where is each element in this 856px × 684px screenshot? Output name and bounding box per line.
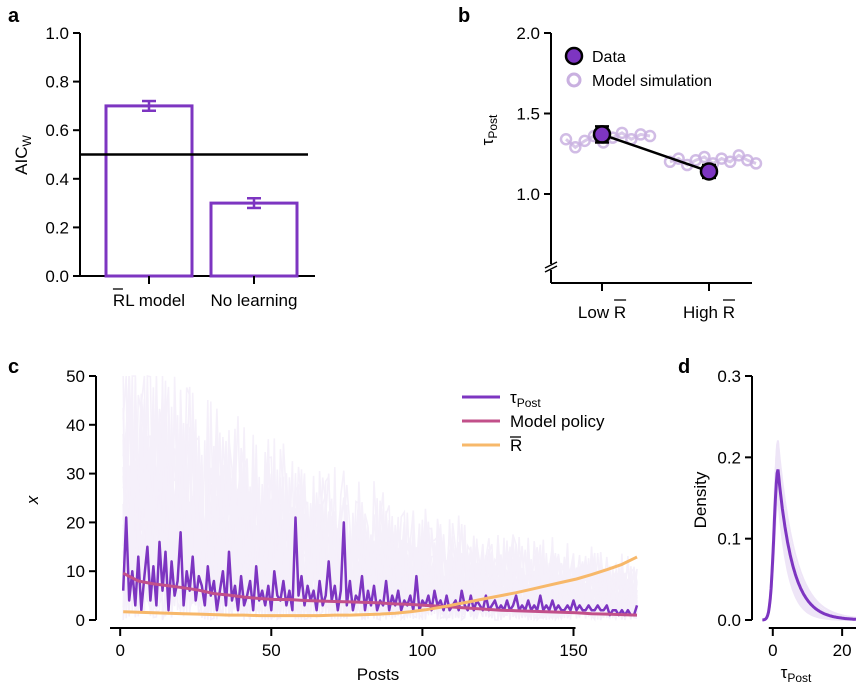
ensemble-line (122, 392, 638, 622)
ensemble-line (122, 375, 638, 620)
y-tick-label: 0.1 (717, 530, 741, 549)
y-tick-label: 0.0 (45, 267, 69, 286)
legend-marker-data (564, 46, 584, 66)
x-axis-label-main: τ (781, 663, 788, 682)
simulation-point (749, 157, 763, 170)
panel-d: d 0.0 0.1 0.2 0.3 0 20 τPost Density (678, 356, 856, 684)
panel-c: c 0 10 20 30 40 50 0 50 100 150 Posts x τPost Model p… (8, 356, 639, 684)
y-axis-label-main: τ (478, 138, 497, 145)
axis-break (544, 261, 558, 273)
density-ensemble-line (762, 496, 856, 621)
panel-c-letter: c (8, 356, 19, 378)
y-axis-label: AICW (12, 134, 34, 174)
ensemble-line (122, 398, 638, 621)
y-tick-label: 0.0 (717, 611, 741, 630)
y-tick-label: 50 (66, 367, 85, 386)
legend-label: R (510, 436, 522, 455)
y-tick-label: 10 (66, 562, 85, 581)
data-line (601, 133, 710, 173)
x-tick-label: Low R (578, 303, 626, 322)
legend-label-simulation: Model simulation (592, 73, 712, 90)
x-tick-label: No learning (211, 291, 298, 310)
x-axis-label-subscript: Post (787, 671, 812, 684)
x-tick-label: 50 (262, 641, 281, 660)
legend-label-main: R (510, 436, 522, 455)
legend-marker-simulation (566, 72, 582, 88)
x-axis-label: Posts (357, 665, 400, 684)
x-tick-label: RL model (113, 291, 185, 310)
ensemble-line (122, 381, 638, 622)
data-point (699, 162, 719, 181)
ensemble-line (122, 446, 638, 620)
simulation-point (569, 141, 582, 154)
x-tick-label: 20 (833, 641, 852, 660)
legend-label: τPost (510, 388, 541, 410)
x-axis-label: τPost (781, 663, 812, 684)
y-tick-label: 20 (66, 513, 85, 532)
ensemble-line (122, 398, 638, 619)
y-tick-label: 0.2 (45, 218, 69, 237)
ensemble-line (122, 377, 638, 621)
legend-label-main: Model policy (510, 412, 605, 431)
simulation-point (643, 129, 657, 143)
ensemble-line (122, 375, 638, 622)
ensemble-line (122, 374, 638, 621)
y-axis-label: x (23, 495, 42, 505)
legend-label: Model policy (510, 412, 605, 431)
y-tick-label: 1.5 (516, 105, 540, 124)
density-ensemble-line (762, 487, 856, 621)
simulation-point (615, 126, 629, 140)
ensemble-line (122, 400, 638, 621)
y-tick-label: 30 (66, 465, 85, 484)
data-point (592, 125, 612, 144)
y-tick-label: 1.0 (516, 185, 540, 204)
simulation-point (578, 134, 591, 148)
simulation-point (723, 155, 737, 169)
panel-d-letter: d (678, 356, 690, 378)
ensemble-line (122, 427, 638, 621)
series-line-0 (121, 516, 639, 617)
panel-b-letter: b (458, 5, 470, 27)
y-axis-label-subscript: Post (486, 114, 500, 139)
x-tick-label: High R (683, 303, 735, 322)
y-tick-label: 0 (76, 611, 85, 630)
simulation-point (698, 150, 711, 164)
x-tick-label: 0 (115, 641, 124, 660)
panel-b: b 1.0 1.5 2.0 τPost Low R High R Data Model sim… (458, 5, 763, 322)
legend-label-data: Data (592, 49, 626, 66)
x-tick-label: 0 (768, 641, 777, 660)
legend-label-main: τ (510, 388, 517, 407)
series-line-2 (123, 555, 638, 618)
ensemble-line (122, 394, 638, 622)
ensemble-line (122, 386, 638, 621)
legend-label-subscript: Post (517, 396, 542, 410)
y-tick-label: 1.0 (45, 24, 69, 43)
density-ensemble (762, 440, 856, 621)
simulation-point (559, 133, 573, 146)
density-line (762, 469, 856, 622)
bar (209, 201, 299, 278)
x-tick-label: 100 (408, 641, 436, 660)
y-tick-label: 2.0 (516, 24, 540, 43)
series-line-1 (122, 571, 638, 617)
y-tick-label: 0.3 (717, 367, 741, 386)
y-tick-label: 0.4 (45, 170, 69, 189)
y-tick-label: 40 (66, 416, 85, 435)
x-tick-label: 150 (559, 641, 587, 660)
y-tick-label: 0.8 (45, 73, 69, 92)
y-axis-label: τPost (478, 114, 500, 145)
density-ensemble-line (762, 441, 856, 621)
panel-a-letter: a (8, 5, 20, 27)
panel-a: a 0.0 0.2 0.4 0.6 0.8 1.0 AICW RL model No learn… (8, 5, 315, 310)
y-axis-label: Density (691, 471, 710, 528)
y-tick-label: 0.6 (45, 121, 69, 140)
y-tick-label: 0.2 (717, 448, 741, 467)
y-axis-label-subscript: W (20, 134, 34, 146)
y-axis-label-main: AIC (12, 146, 31, 174)
bar (104, 104, 194, 278)
